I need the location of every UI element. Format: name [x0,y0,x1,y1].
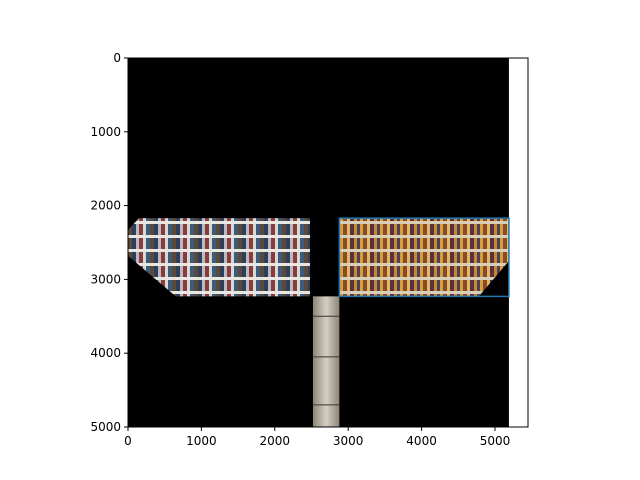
x-tick-label: 0 [124,434,132,448]
highlight-box [338,217,510,298]
x-tick-label: 5000 [480,434,511,448]
right-panorama-image [339,218,509,297]
x-tick-label: 4000 [406,434,437,448]
y-tick-label: 0 [113,51,121,65]
plot-frame [127,57,529,428]
y-tick-label: 1000 [90,125,121,139]
x-tick-label: 3000 [333,434,364,448]
x-tick-label: 1000 [186,434,217,448]
y-tick-label: 5000 [90,420,121,434]
y-tick-label: 4000 [90,346,121,360]
left-panorama-image [128,218,311,297]
y-tick-label: 2000 [90,199,121,213]
bottom-strip-image [312,296,340,427]
x-tick-label: 2000 [260,434,291,448]
y-tick-label: 3000 [90,272,121,286]
